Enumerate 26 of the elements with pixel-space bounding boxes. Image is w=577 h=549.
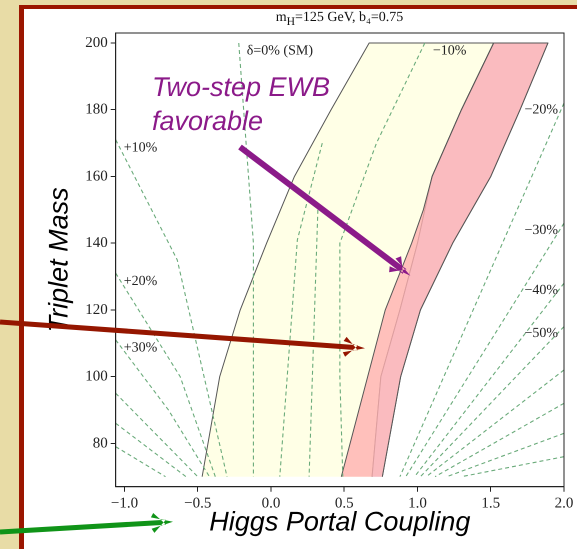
y-tick-label: 100 [85,368,108,385]
y-tick-label: 140 [85,235,108,252]
series-label: −50% [524,326,558,342]
x-tick-label: 0.0 [262,496,280,512]
chart-title: m$_{H}$=125 GeV, b₄=0.75 [274,10,404,28]
x-tick-label: 1.0 [408,496,427,512]
series-label: δ=0% (SM) [246,44,314,59]
x-tick-label: −0.5 [184,496,212,512]
series-label: −20% [524,102,558,118]
x-tick-label: 0.5 [334,496,354,512]
series-label: +10% [124,140,158,156]
y-tick-label: 80 [92,435,108,452]
y-tick-label: 180 [85,102,108,118]
series-label: −30% [524,222,558,238]
y-tick-label: 200 [85,34,108,51]
annotation: Two-step EWB favorable [152,71,332,138]
series-label: +20% [124,274,158,289]
series-label: +30% [124,340,158,356]
x-tick-label: 2.0 [554,496,574,512]
series-label: −40% [524,282,558,298]
x-tick-label: −1.0 [110,496,138,512]
series-label: −10% [432,44,467,59]
line-series [339,42,426,478]
y-tick-label: 160 [85,168,108,184]
x-tick-label: 1.5 [481,496,500,512]
y-tick-label: 120 [85,302,108,318]
